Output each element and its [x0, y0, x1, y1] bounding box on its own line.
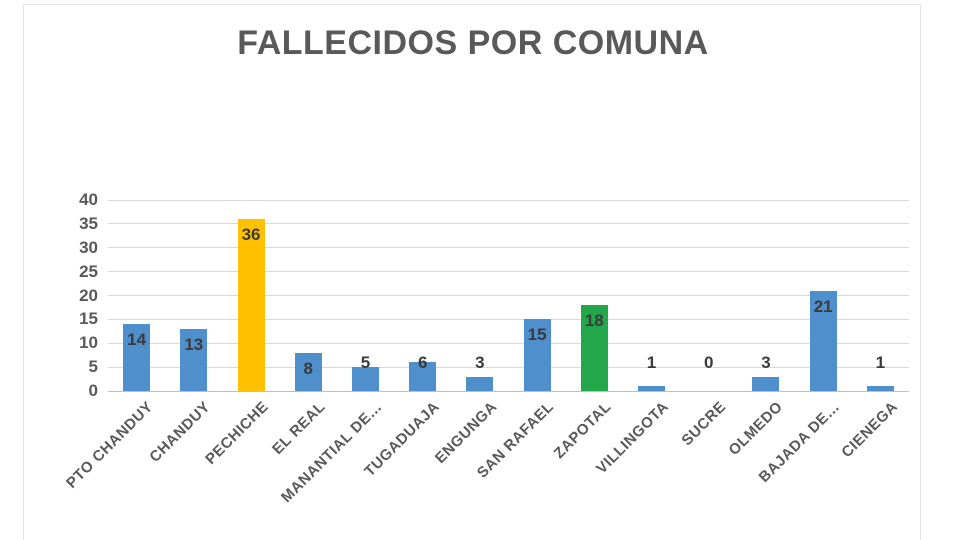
y-tick-label-20: 20 [79, 285, 98, 305]
gridline [108, 271, 909, 273]
bar-villingota[interactable] [638, 386, 666, 391]
y-tick-label-10: 10 [79, 333, 98, 353]
bar-el-real[interactable] [294, 352, 322, 391]
gridline [108, 223, 909, 225]
data-label-manantial-de: 5 [360, 353, 371, 372]
bar-zapotal[interactable] [580, 305, 608, 391]
bar-manantial-de[interactable] [351, 367, 379, 391]
gridline [108, 247, 909, 249]
chart-title: FALLECIDOS POR COMUNA [237, 24, 709, 62]
y-tick-label-40: 40 [79, 190, 98, 209]
data-label-olmedo: 3 [761, 353, 771, 372]
gridline [108, 342, 909, 344]
bar-chanduy[interactable] [180, 328, 208, 391]
bar-engunga[interactable] [466, 376, 494, 391]
data-label-engunga: 3 [475, 353, 485, 372]
bar-pechiche[interactable] [237, 219, 265, 391]
data-label-bajada-de: 21 [813, 296, 833, 316]
data-label-chanduy: 13 [184, 334, 204, 354]
bar-pto-chanduy[interactable] [123, 324, 151, 391]
bar-san-rafael[interactable] [523, 319, 551, 391]
bar-bajada-de[interactable] [809, 290, 837, 391]
y-tick-label-25: 25 [79, 261, 98, 281]
y-tick-label-5: 5 [88, 357, 98, 377]
data-label-san-rafael: 15 [527, 325, 547, 345]
y-tick-label-0: 0 [88, 381, 98, 400]
gridline [108, 318, 909, 320]
y-tick-label-15: 15 [79, 309, 98, 329]
gridline [108, 199, 909, 201]
data-label-tugaduaja: 6 [417, 353, 428, 372]
data-label-sucre: 0 [704, 353, 714, 372]
data-label-villingota: 1 [646, 353, 657, 372]
data-label-zapotal: 18 [584, 311, 604, 331]
bar-cienega[interactable] [866, 386, 894, 391]
gridline [108, 366, 909, 368]
data-label-el-real: 8 [303, 358, 313, 378]
gridline [108, 295, 909, 296]
data-label-pto-chanduy: 14 [127, 330, 147, 350]
y-tick-label-35: 35 [79, 213, 98, 233]
x-axis-line [108, 390, 909, 392]
data-label-pechiche: 36 [241, 225, 261, 245]
bar-tugaduaja[interactable] [409, 362, 437, 391]
bar-olmedo[interactable] [752, 376, 780, 391]
data-label-cienega: 1 [875, 353, 886, 372]
y-tick-label-30: 30 [79, 237, 98, 257]
